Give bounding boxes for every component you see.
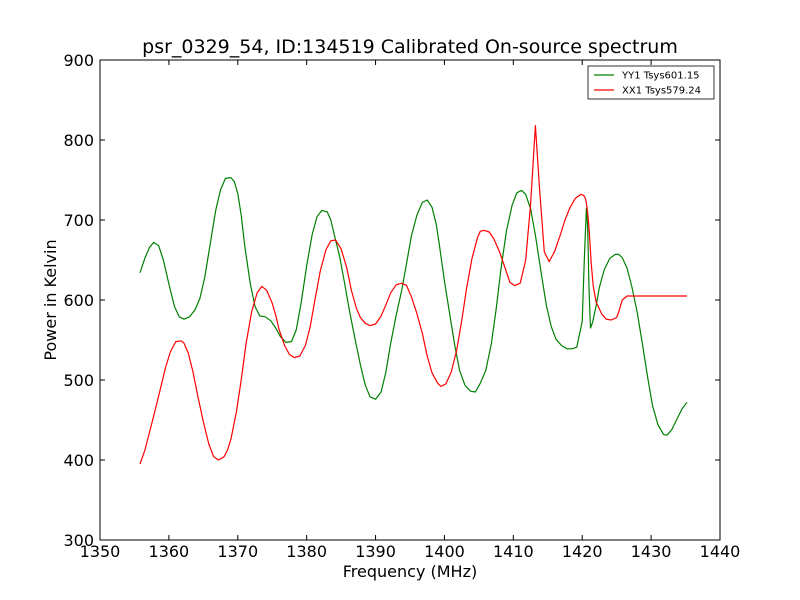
x-tick-label: 1420 [562,542,603,561]
y-tick-label: 400 [63,451,94,470]
x-tick-label: 1400 [424,542,465,561]
chart-title: psr_0329_54, ID:134519 Calibrated On-sou… [142,36,678,58]
tick-layer: 1350 1360 1370 1380 1390 1400 1410 1420 1430 1440… [63,51,740,561]
series-layer [139,124,688,465]
x-tick-label: 1430 [631,542,672,561]
series-line-2 [139,124,687,465]
legend-label: YY1 Tsys601.15 [621,71,700,82]
y-tick-label: 700 [63,211,94,230]
x-tick-label: 1350 [80,542,121,561]
legend-label: XX1 Tsys579.24 [622,86,701,97]
x-tick-label: 1390 [355,542,396,561]
x-tick-label: 1380 [286,542,327,561]
x-tick-label: 1360 [149,542,190,561]
y-tick-label: 900 [63,51,94,70]
y-tick-label: 800 [63,131,94,150]
y-tick-label: 300 [63,531,94,550]
y-axis-title: Power in Kelvin [41,239,60,360]
x-tick-label: 1370 [217,542,258,561]
x-tick-label: 1410 [493,542,534,561]
legend-box [587,65,715,100]
y-tick-label: 600 [63,291,94,310]
x-axis-title: Frequency (MHz) [343,562,477,581]
series-line-1 [139,177,688,436]
legend: YY1 Tsys601.15 XX1 Tsys579.24 [587,65,715,100]
y-tick-label: 500 [63,371,94,390]
plot-frame [99,59,721,541]
x-tick-label: 1440 [700,542,741,561]
